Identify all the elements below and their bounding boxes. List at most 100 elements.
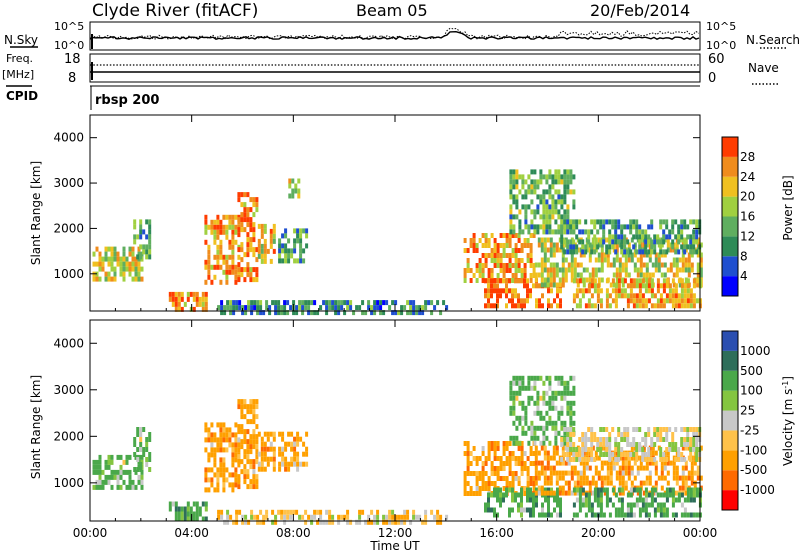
data-cell xyxy=(358,305,362,311)
data-cell xyxy=(648,460,652,466)
data-cell xyxy=(466,471,470,476)
data-cell xyxy=(647,512,651,518)
data-cell xyxy=(234,269,238,275)
colorbar-tick-label: -500 xyxy=(740,463,767,477)
data-cell xyxy=(174,501,178,507)
colorbar-tick-label: 8 xyxy=(740,249,748,263)
data-cell xyxy=(128,266,132,272)
data-cell xyxy=(675,242,679,248)
data-cell xyxy=(225,259,229,265)
data-cell xyxy=(644,244,648,250)
data-cell xyxy=(632,293,636,299)
data-cell xyxy=(635,427,639,432)
data-cell xyxy=(370,519,374,525)
data-cell xyxy=(567,480,571,486)
data-cell xyxy=(526,507,529,513)
data-cell xyxy=(213,224,217,230)
data-cell xyxy=(653,487,657,493)
data-cell xyxy=(246,409,250,415)
data-cell xyxy=(252,439,256,445)
nave-right-tick-top: 60 xyxy=(708,52,725,67)
data-cell xyxy=(198,301,202,307)
data-cell xyxy=(255,434,259,440)
data-cell xyxy=(600,475,604,481)
data-cell xyxy=(572,249,576,255)
data-cell xyxy=(478,263,482,268)
data-cell xyxy=(641,502,645,508)
data-cell xyxy=(672,272,676,278)
data-cell xyxy=(561,490,565,496)
data-cell xyxy=(602,219,606,225)
data-cell xyxy=(260,233,264,239)
data-cell xyxy=(128,484,132,490)
data-cell xyxy=(340,300,344,306)
data-cell xyxy=(656,239,660,245)
data-cell xyxy=(272,451,276,457)
data-cell xyxy=(216,442,220,448)
data-cell xyxy=(521,405,525,411)
data-cell xyxy=(526,492,529,498)
data-cell xyxy=(518,390,522,396)
data-cell xyxy=(684,445,688,451)
data-cell xyxy=(674,288,678,294)
data-cell xyxy=(638,427,642,432)
data-cell xyxy=(293,461,297,467)
data-cell xyxy=(177,291,181,297)
data-cell xyxy=(635,487,639,493)
freq-start-spike xyxy=(91,62,93,80)
data-cell xyxy=(484,507,487,513)
data-cell xyxy=(653,249,657,255)
data-cell xyxy=(554,375,558,381)
data-cell xyxy=(110,266,114,272)
data-cell xyxy=(621,490,625,496)
data-cell xyxy=(605,244,609,250)
data-cell xyxy=(299,436,303,442)
data-cell xyxy=(496,288,499,294)
data-cell xyxy=(520,273,524,278)
data-cell xyxy=(644,497,648,503)
data-cell xyxy=(475,248,479,253)
data-cell xyxy=(246,454,250,460)
data-cell xyxy=(250,514,254,520)
data-cell xyxy=(370,310,374,316)
data-cell xyxy=(469,268,473,273)
data-cell xyxy=(593,487,597,493)
data-cell xyxy=(662,427,666,432)
data-cell xyxy=(566,390,570,396)
data-cell xyxy=(681,257,685,263)
data-cell xyxy=(566,427,570,432)
data-cell xyxy=(520,507,523,513)
data-cell xyxy=(490,283,493,289)
data-cell xyxy=(617,278,621,284)
data-cell xyxy=(547,497,550,503)
data-cell xyxy=(683,298,687,304)
data-cell xyxy=(237,429,241,435)
data-cell xyxy=(219,447,223,453)
data-cell xyxy=(699,475,703,481)
data-cell xyxy=(558,470,562,476)
data-cell xyxy=(677,229,681,235)
data-cell xyxy=(526,258,530,263)
data-cell xyxy=(557,410,561,416)
data-cell xyxy=(427,300,431,306)
data-cell xyxy=(677,447,681,452)
data-cell xyxy=(669,267,673,273)
data-cell xyxy=(611,219,615,225)
data-cell xyxy=(629,298,633,304)
data-cell xyxy=(529,497,532,503)
data-cell xyxy=(560,380,564,386)
data-cell xyxy=(695,278,699,284)
data-cell xyxy=(576,480,580,486)
data-cell xyxy=(548,405,552,411)
data-cell xyxy=(579,475,583,481)
data-cell xyxy=(131,256,135,262)
data-cell xyxy=(228,427,232,433)
data-cell xyxy=(627,465,631,471)
data-cell xyxy=(469,451,473,456)
data-cell xyxy=(609,470,613,476)
data-cell xyxy=(301,514,305,520)
data-cell xyxy=(533,410,537,416)
data-cell xyxy=(666,450,670,456)
data-cell xyxy=(192,296,196,302)
data-cell xyxy=(578,437,582,442)
